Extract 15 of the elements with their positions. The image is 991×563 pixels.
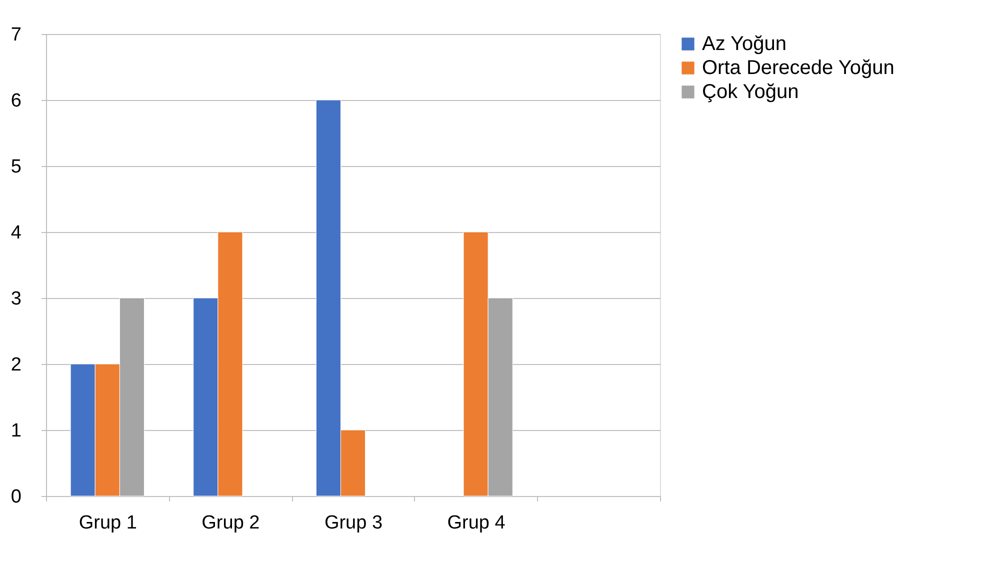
legend-label: Çok Yoğun — [702, 81, 799, 103]
x-tick-label: Grup 4 — [447, 512, 506, 534]
x-tick-label: Grup 1 — [78, 512, 137, 534]
y-tick-label: 1 — [10, 420, 22, 442]
y-tick-label: 2 — [10, 354, 22, 376]
y-tick-label: 5 — [10, 156, 22, 178]
x-tick-label: Grup 3 — [324, 512, 383, 534]
y-tick-label: 4 — [10, 222, 22, 244]
y-tick-label: 3 — [10, 288, 22, 310]
legend-label: Az Yoğun — [702, 33, 787, 55]
x-tick-label: Grup 2 — [202, 512, 260, 534]
y-tick-label: 7 — [10, 24, 22, 46]
legend-label: Orta Derecede Yoğun — [702, 57, 894, 79]
y-tick-label: 6 — [10, 90, 22, 112]
y-tick-label: 0 — [10, 486, 22, 508]
